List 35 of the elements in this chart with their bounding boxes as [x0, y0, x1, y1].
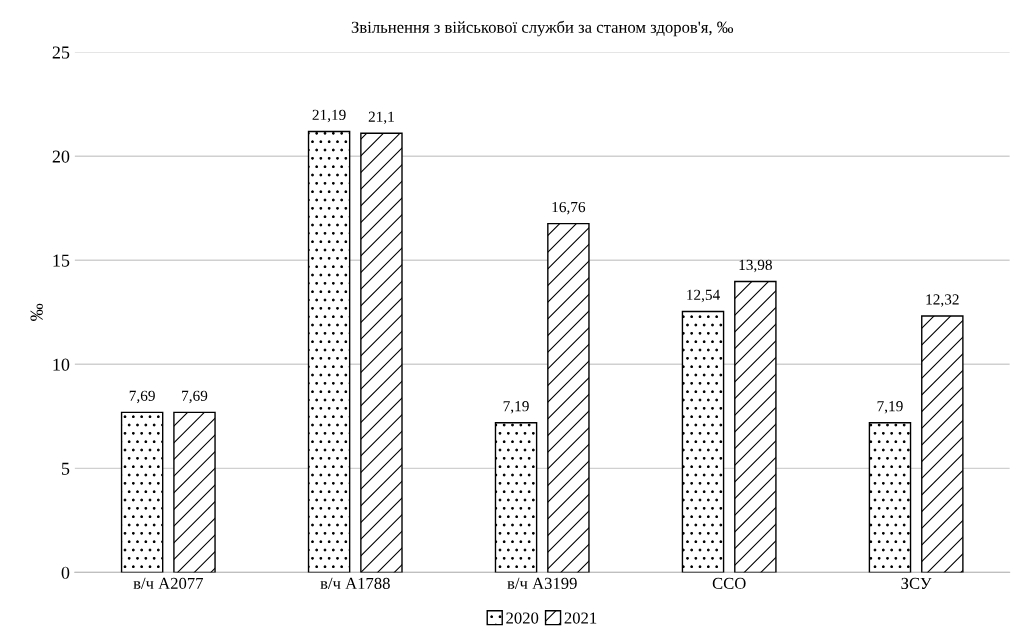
bar [360, 132, 403, 573]
data-label: 7,19 [503, 401, 529, 414]
data-label: 7,19 [877, 401, 903, 414]
data-label: 7,69 [129, 390, 155, 404]
y-tick-label: 10 [53, 358, 70, 371]
bar [173, 411, 216, 573]
x-tick-label: в/ч А3199 [507, 577, 577, 589]
y-tick-label: 15 [53, 254, 70, 267]
bar [921, 315, 964, 573]
data-label: 13,98 [739, 259, 772, 273]
y-axis-title: ‰ [30, 303, 43, 321]
y-tick-label: 20 [52, 150, 70, 163]
bar [307, 130, 351, 573]
data-label: 12,54 [687, 289, 720, 303]
x-tick-label: в/ч А2077 [133, 577, 204, 589]
y-tick-label: 5 [61, 462, 70, 475]
y-tick-label: 25 [52, 46, 70, 59]
data-label: 16,76 [552, 201, 586, 215]
bar [868, 422, 912, 573]
legend-label: 2021 [564, 612, 597, 624]
x-tick-label: в/ч А1788 [320, 577, 390, 589]
chart-title: Звільнення з військової служби за станом здоров'я, ‰ [351, 20, 734, 37]
legend-label: 2020 [506, 612, 539, 624]
data-label: 12,32 [926, 294, 959, 307]
y-tick-label: 0 [61, 566, 70, 579]
bar [734, 280, 777, 573]
bar [547, 222, 590, 573]
data-label: 21,1 [368, 111, 394, 125]
x-tick-label: ЗСУ [901, 577, 932, 589]
bar [120, 411, 164, 573]
x-tick-label: ССО [712, 577, 746, 589]
data-label: 21,19 [312, 109, 346, 123]
data-label: 7,69 [182, 390, 208, 404]
bar [494, 422, 538, 573]
bar [681, 310, 725, 573]
